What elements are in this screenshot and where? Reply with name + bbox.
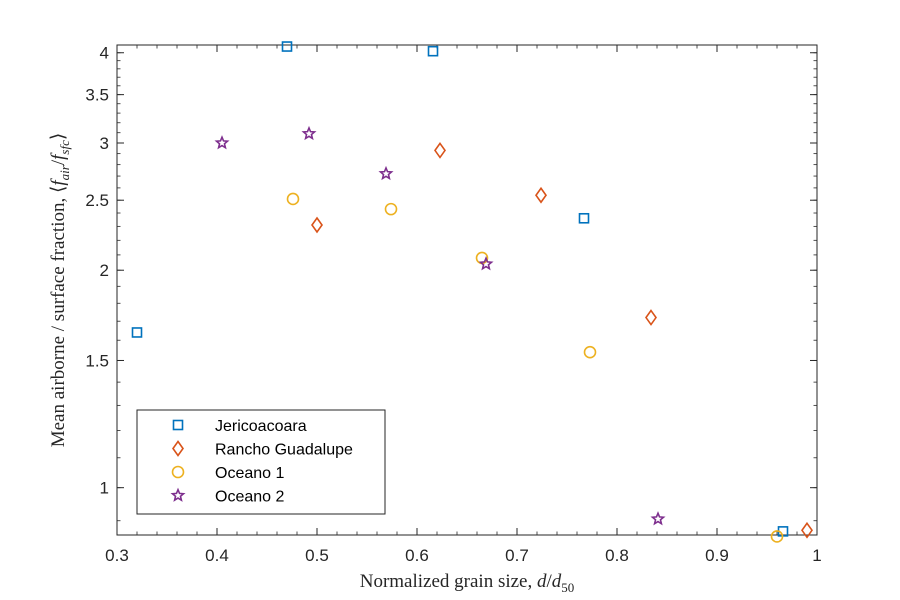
legend-label-rancho-guadalupe: Rancho Guadalupe [215, 442, 353, 459]
point-oceano-2 [301, 125, 317, 141]
point-oceano-1 [286, 192, 300, 206]
x-tick-labels: 0.3 0.4 0.5 0.6 0.7 0.8 0.9 1 [105, 546, 822, 565]
point-rancho-guadalupe [311, 216, 323, 234]
point-oceano-2 [378, 165, 394, 181]
data-markers [131, 41, 813, 543]
y-axis-title: Mean airborne / surface fraction, ⟨fair/… [48, 133, 72, 448]
x-axis-title: Normalized grain size, d/d50 [360, 571, 575, 595]
y-tick-label: 1.5 [85, 351, 109, 370]
x-tick-label: 1 [812, 546, 821, 565]
point-oceano-1 [583, 345, 597, 359]
point-oceano-1 [384, 202, 398, 216]
point-oceano-1 [770, 530, 784, 543]
point-jericoacoara [281, 41, 293, 52]
legend-marker-oceano-2 [170, 487, 186, 502]
legend-box [136, 409, 386, 515]
y-tick-label: 2.5 [85, 191, 109, 210]
plot-frame [116, 44, 818, 536]
point-rancho-guadalupe [434, 142, 446, 159]
y-tick-label: 4 [100, 44, 109, 63]
point-rancho-guadalupe [801, 521, 813, 539]
y-tick-label: 2 [100, 261, 109, 280]
y-tick-label: 3 [100, 134, 109, 153]
point-oceano-2 [214, 135, 230, 150]
point-jericoacoara [578, 212, 590, 224]
y-tick-label: 1 [100, 479, 109, 498]
x-tick-label: 0.9 [705, 546, 729, 565]
point-jericoacoara [131, 327, 143, 338]
legend-label-oceano-2: Oceano 2 [215, 489, 284, 506]
legend: Jericoacoara Rancho Guadalupe Oceano 1 Ocea… [136, 409, 386, 515]
x-tick-label: 0.7 [505, 546, 529, 565]
x-tick-label: 0.3 [105, 546, 129, 565]
legend-marker-oceano-1 [171, 465, 185, 479]
point-jericoacoara [427, 45, 439, 57]
y-tick-labels: 1 1.5 2 2.5 3 3.5 4 [85, 44, 109, 498]
legend-label-oceano-1: Oceano 1 [215, 465, 284, 482]
x-tick-label: 0.5 [305, 546, 329, 565]
point-rancho-guadalupe [535, 186, 547, 204]
legend-marker-rancho-guadalupe [172, 440, 184, 457]
legend-label-jericoacoara: Jericoacoara [215, 418, 307, 435]
legend-marker-jericoacoara [172, 419, 184, 431]
y-tick-label: 3.5 [85, 86, 109, 105]
point-rancho-guadalupe [645, 309, 657, 326]
x-tick-label: 0.4 [205, 546, 229, 565]
point-oceano-2 [478, 256, 494, 271]
point-oceano-2 [650, 511, 666, 526]
x-tick-label: 0.6 [405, 546, 429, 565]
x-tick-label: 0.8 [605, 546, 629, 565]
